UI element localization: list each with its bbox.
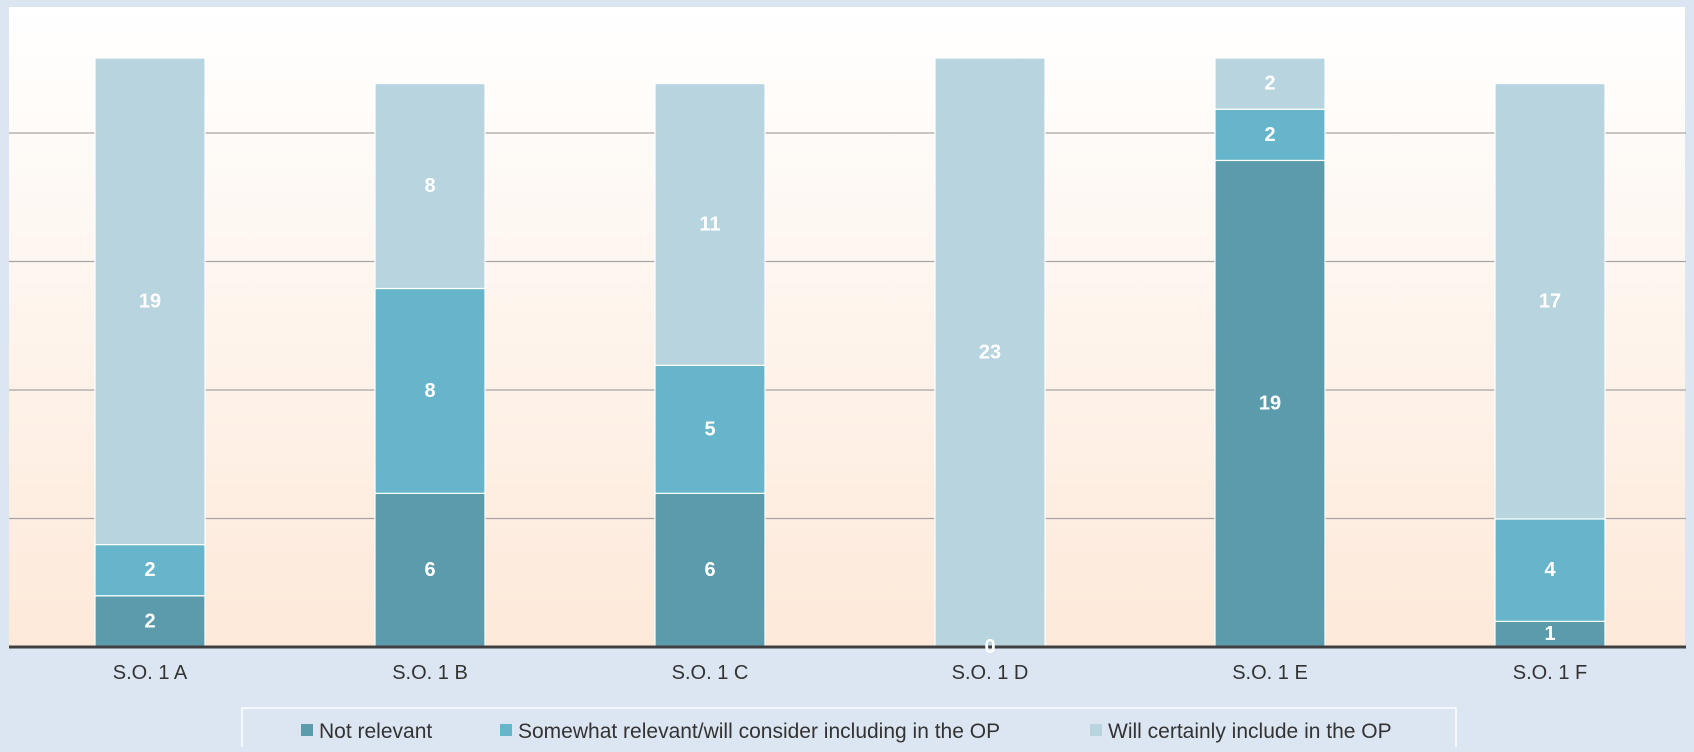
bars [94, 57, 1606, 648]
legend-swatch [500, 724, 512, 736]
category-label: S.O. 1 F [1513, 662, 1587, 684]
category-label: S.O. 1 D [952, 662, 1029, 684]
category-labels: S.O. 1 A S.O. 1 B S.O. 1 C S.O. 1 D S.O. 1 E… [113, 662, 1587, 684]
data-label: 1 [1544, 623, 1555, 645]
bar-segment [654, 364, 766, 494]
bar-segment [1214, 57, 1326, 110]
bar-segment [654, 83, 766, 366]
bar-segment [1214, 159, 1326, 648]
data-label: 17 [1539, 290, 1561, 312]
legend: Not relevant Somewhat relevant/will consi… [241, 707, 1457, 751]
plot-background [9, 7, 1685, 648]
data-label: 8 [424, 175, 435, 197]
data-label: 6 [424, 559, 435, 581]
data-label: 2 [1264, 73, 1275, 95]
data-label: 2 [144, 610, 155, 632]
data-label: 19 [139, 290, 161, 312]
data-label: 23 [979, 342, 1001, 364]
bar-segment [94, 543, 206, 597]
bar-segment [374, 492, 486, 648]
bar-segment [654, 492, 766, 648]
data-label: 2 [144, 559, 155, 581]
bar-segment [1494, 83, 1606, 520]
bar-segment [374, 83, 486, 290]
data-label: 8 [424, 380, 435, 402]
legend-box [241, 707, 1457, 751]
data-label: 2 [1264, 124, 1275, 146]
bar-segment [1494, 518, 1606, 622]
data-label: 5 [704, 418, 715, 440]
legend-label: Will certainly include in the OP [1108, 720, 1392, 743]
bar-segment [934, 57, 1046, 648]
bar-segment [94, 57, 206, 546]
legend-label: Not relevant [319, 720, 432, 743]
bar-segment [1214, 108, 1326, 162]
data-label: 0 [984, 636, 995, 658]
legend-swatch [301, 724, 313, 736]
category-label: S.O. 1 E [1232, 662, 1308, 684]
data-label: 4 [1544, 559, 1556, 581]
data-label: 11 [699, 213, 720, 235]
category-label: S.O. 1 B [392, 662, 468, 684]
legend-label: Somewhat relevant/will consider includin… [518, 720, 1000, 743]
category-label: S.O. 1 C [672, 662, 749, 684]
data-labels: 2 2 19 6 8 8 6 5 11 23 0 19 2 2 1 4 17 [139, 73, 1561, 658]
data-label: 6 [704, 559, 715, 581]
bar-segment [374, 287, 486, 494]
category-label: S.O. 1 A [113, 662, 188, 684]
bar-segment [94, 595, 206, 648]
gridlines [9, 132, 1686, 520]
legend-swatch [1090, 724, 1102, 736]
data-label: 19 [1259, 393, 1281, 415]
